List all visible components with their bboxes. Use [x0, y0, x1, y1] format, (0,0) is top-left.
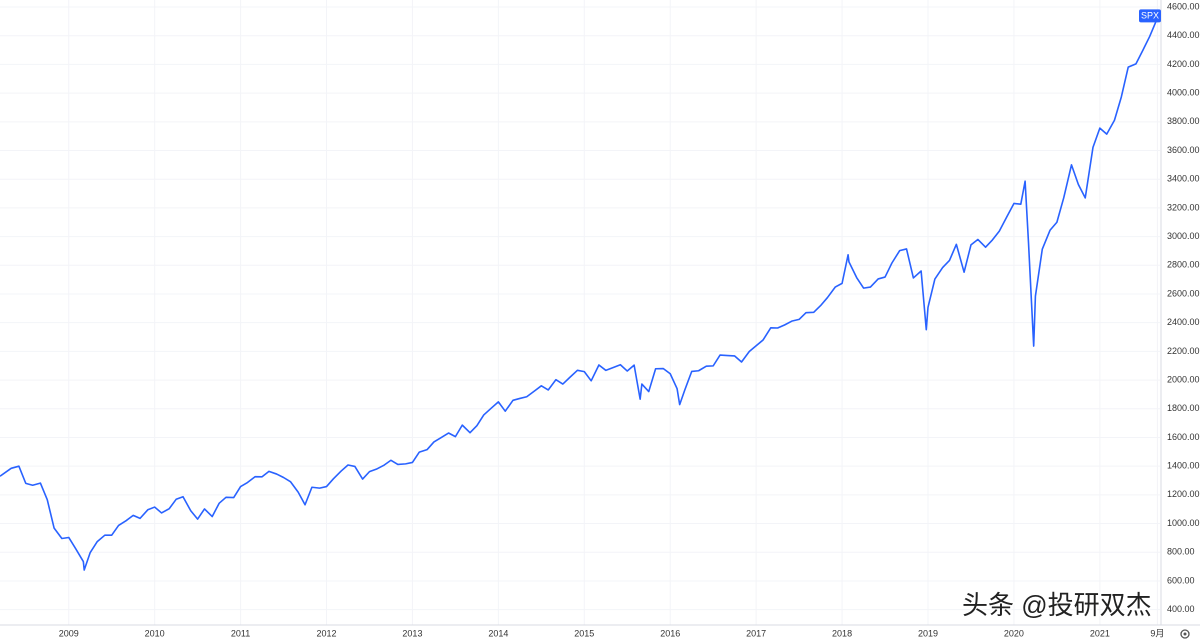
- y-tick-label: 1800.00: [1167, 403, 1200, 413]
- x-tick-label: 2020: [1004, 628, 1024, 638]
- x-tick-label: 2012: [317, 628, 337, 638]
- y-tick-label: 3800.00: [1167, 116, 1200, 126]
- x-tick-label: 2014: [488, 628, 508, 638]
- y-tick-label: 3600.00: [1167, 145, 1200, 155]
- x-tick-label: 2009: [59, 628, 79, 638]
- y-tick-label: 3200.00: [1167, 202, 1200, 212]
- x-tick-label: 2013: [402, 628, 422, 638]
- y-tick-label: 800.00: [1167, 547, 1195, 557]
- series-tag-box: [1139, 9, 1161, 23]
- x-tick-label: 2010: [145, 628, 165, 638]
- x-tick-label: 2015: [574, 628, 594, 638]
- line: [0, 16, 1159, 571]
- x-tick-label: 2018: [832, 628, 852, 638]
- y-tick-label: 4600.00: [1167, 1, 1200, 11]
- y-tick-label: 2000.00: [1167, 374, 1200, 384]
- y-tick-label: 2600.00: [1167, 288, 1200, 298]
- x-tick-label: 2021: [1090, 628, 1110, 638]
- x-tick-label: 2016: [660, 628, 680, 638]
- x-tick-label: 2019: [918, 628, 938, 638]
- labels: 400.00 600.00 800.00 1000.00 1200.00 1400.00 1…: [59, 1, 1200, 638]
- y-tick-label: 2400.00: [1167, 317, 1200, 327]
- legend-label: SPX: [1141, 11, 1159, 21]
- x-tick-label: 2011: [231, 628, 250, 638]
- y-tick-label: 3000.00: [1167, 231, 1200, 241]
- y-tick-label: 3400.00: [1167, 174, 1200, 184]
- y-tick-label: 1600.00: [1167, 432, 1200, 442]
- x-tick-label: 2017: [746, 628, 766, 638]
- y-tick-label: 2800.00: [1167, 260, 1200, 270]
- grid: [0, 0, 1160, 625]
- settings-icon[interactable]: [1180, 629, 1190, 639]
- y-tick-label: 1400.00: [1167, 461, 1200, 471]
- y-tick-label: 600.00: [1167, 575, 1195, 585]
- y-tick-label: 4200.00: [1167, 59, 1200, 69]
- watermark: 头条 @投研双杰: [962, 590, 1152, 620]
- x-tick-label: 9月: [1150, 628, 1164, 638]
- plot: [0, 16, 1159, 571]
- y-tick-label: 4000.00: [1167, 87, 1200, 97]
- y-tick-label: 2200.00: [1167, 346, 1200, 356]
- y-tick-label: 1000.00: [1167, 518, 1200, 528]
- y-tick-label: 1200.00: [1167, 489, 1200, 499]
- y-tick-label: 4400.00: [1167, 30, 1200, 40]
- y-tick-label: 400.00: [1167, 604, 1195, 614]
- series-tag: SPX: [1139, 9, 1161, 23]
